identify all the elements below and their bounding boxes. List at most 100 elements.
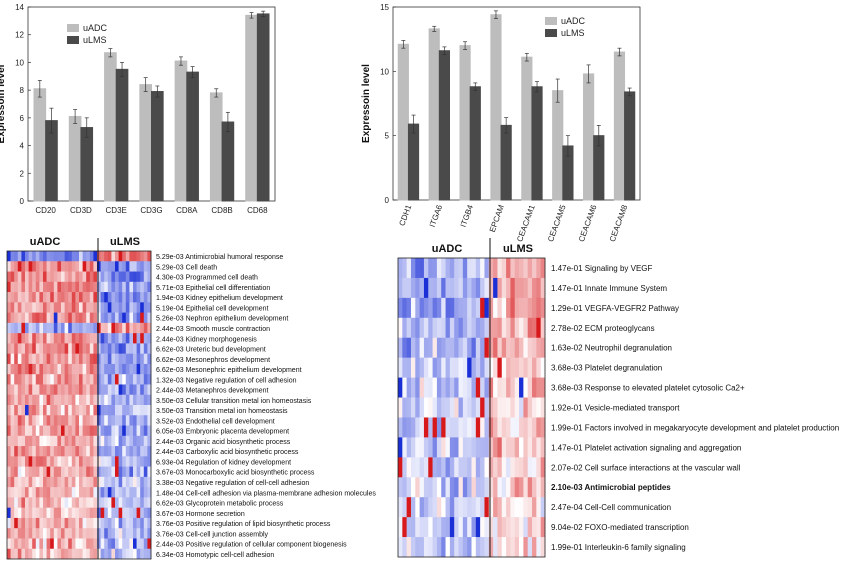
heatmap-cell: [147, 271, 152, 283]
heatmap-cell: [50, 507, 55, 519]
heatmap-cell: [143, 394, 148, 406]
heatmap-cell: [7, 466, 11, 478]
heatmap-cell: [129, 405, 134, 416]
heatmap-cell: [115, 374, 119, 385]
heatmap-cell: [53, 322, 58, 334]
heatmap-cell: [82, 374, 87, 385]
heatmap-cell: [398, 317, 403, 339]
heatmap-cell: [115, 251, 119, 262]
heatmap-cell: [82, 292, 87, 303]
heatmap-cell: [14, 394, 19, 406]
heatmap-cell: [471, 337, 477, 358]
heatmap-cell: [115, 446, 119, 457]
heatmap-cell: [402, 417, 407, 438]
heatmap-row-label: 3.52e-03 Endothelial cell development: [156, 418, 275, 425]
heatmap-cell: [462, 517, 468, 538]
heatmap-cell: [104, 261, 109, 272]
heatmap-cell: [104, 538, 109, 550]
heatmap-cell: [410, 277, 416, 299]
heatmap-cell: [423, 357, 429, 378]
heatmap-cell: [97, 456, 101, 467]
heatmap-cell: [14, 312, 19, 324]
heatmap-cell: [100, 405, 105, 416]
heatmap-cell: [133, 538, 137, 550]
heatmap-cell: [458, 377, 464, 398]
heatmap-cell: [79, 446, 83, 457]
heatmap-cell: [506, 497, 511, 518]
heatmap-cell: [39, 538, 44, 550]
heatmap-cell: [475, 357, 481, 378]
heatmap-cell: [14, 538, 19, 550]
heatmap-cell: [506, 277, 511, 299]
heatmap-cell: [32, 384, 37, 396]
heatmap-cell: [497, 297, 503, 319]
heatmap-cell: [111, 302, 116, 313]
heatmap-cell: [86, 271, 91, 283]
heatmap-cell: [115, 466, 119, 478]
y-tick-label: 10: [15, 58, 24, 67]
heatmap-cell: [7, 456, 11, 467]
heatmap-cell: [497, 397, 503, 418]
heatmap-cell: [97, 548, 101, 560]
heatmap-cell: [118, 528, 123, 539]
heatmap-cell: [432, 517, 438, 538]
heatmap-cell: [107, 302, 112, 313]
heatmap-cell: [428, 457, 433, 478]
heatmap-cell: [111, 353, 116, 365]
heatmap-row-label: 1.29e-01 VEGFA-VEGFR2 Pathway: [551, 304, 679, 313]
heatmap-cell: [122, 487, 127, 498]
heatmap-cell: [125, 528, 130, 539]
heatmap-cell: [527, 317, 533, 339]
heatmap-cell: [540, 277, 546, 299]
heatmap-cell: [519, 397, 524, 418]
heatmap-cell: [107, 497, 112, 508]
heatmap-cell: [82, 322, 87, 334]
heatmap-cell: [50, 476, 55, 488]
heatmap-cell: [104, 363, 109, 375]
heatmap-cell: [406, 417, 412, 438]
heatmap-cell: [129, 476, 134, 488]
heatmap-cell: [21, 312, 26, 324]
heatmap-cell: [17, 435, 22, 447]
heatmap-cell: [43, 538, 47, 550]
heatmap-cell: [406, 477, 412, 498]
heatmap-cell: [458, 357, 464, 378]
heatmap-cell: [53, 446, 58, 457]
heatmap-cell: [115, 271, 119, 283]
heatmap-cell: [14, 333, 19, 344]
heatmap-cell: [402, 357, 407, 378]
heatmap-cell: [147, 261, 152, 272]
heatmap-cell: [35, 405, 40, 416]
heatmap-cell: [111, 487, 116, 498]
heatmap-cell: [480, 517, 485, 538]
heatmap-cell: [107, 538, 112, 550]
heatmap-cell: [471, 377, 477, 398]
heatmap-cell: [467, 497, 472, 518]
heatmap-cell: [86, 435, 91, 447]
heatmap-cell: [140, 456, 145, 467]
heatmap-cell: [441, 258, 446, 279]
heatmap-cell: [147, 405, 152, 416]
heatmap-cell: [7, 507, 11, 519]
heatmap-cell: [419, 497, 425, 518]
heatmap-cell: [406, 517, 412, 538]
heatmap-cell: [475, 397, 481, 418]
heatmap-cell: [75, 271, 80, 283]
heatmap-cell: [104, 405, 109, 416]
heatmap-cell: [445, 317, 451, 339]
heatmap-cell: [480, 457, 485, 478]
heatmap-cell: [436, 517, 442, 538]
heatmap-cell: [140, 528, 145, 539]
heatmap-cell: [445, 517, 451, 538]
heatmap-cell: [125, 466, 130, 478]
heatmap-cell: [35, 394, 40, 406]
heatmap-cell: [536, 277, 541, 299]
heatmap-cell: [32, 271, 37, 283]
heatmap-cell: [32, 446, 37, 457]
heatmap-cell: [79, 425, 83, 437]
heatmap-cell: [39, 548, 44, 560]
heatmap-cell: [519, 517, 524, 538]
heatmap-cell: [423, 417, 429, 438]
heatmap-cell: [147, 281, 152, 293]
heatmap-cell: [43, 343, 47, 354]
